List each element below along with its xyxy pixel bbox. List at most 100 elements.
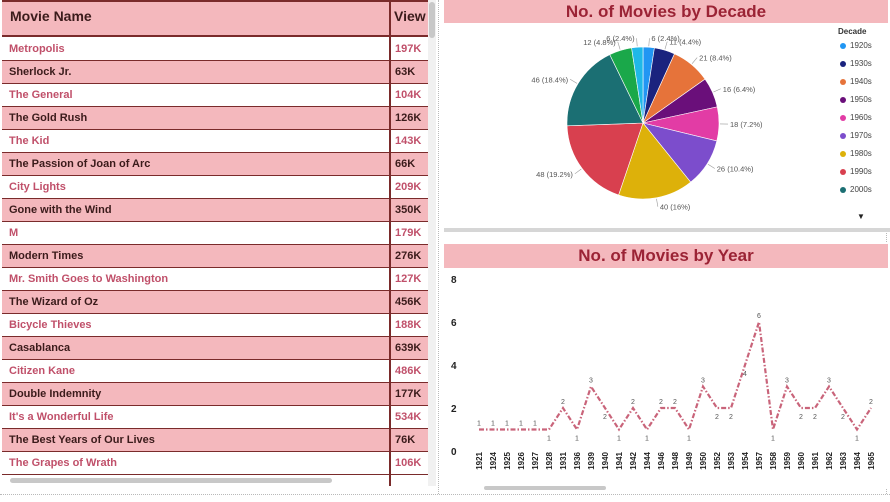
x-tick-label: 1939 [587, 451, 596, 469]
data-label: 1 [477, 421, 481, 428]
table-row[interactable]: City Lights 209K [2, 176, 428, 199]
y-tick-label: 6 [451, 318, 457, 329]
movie-name-cell: The Gold Rush [9, 112, 88, 124]
panel-shadow [444, 228, 890, 232]
table-row[interactable]: The Passion of Joan of Arc 66K [2, 153, 428, 176]
legend-swatch [840, 60, 846, 67]
year-line-visual: No. of Movies by Year 0 2 4 6 8 1 1 1 1 1 1 2 1 3 2 1 2 1… [444, 242, 888, 488]
x-tick-label: 1953 [727, 451, 736, 469]
pie-leader-line [713, 88, 721, 93]
data-label: 1 [491, 421, 495, 428]
y-tick-label: 4 [451, 361, 457, 372]
x-tick-label: 1942 [629, 451, 638, 469]
vertical-scrollbar[interactable] [428, 0, 436, 486]
legend-swatch [840, 78, 846, 85]
pie-leader-line [707, 164, 715, 169]
column-header-movie-name[interactable]: Movie Name [10, 8, 92, 24]
data-label: 3 [827, 378, 831, 385]
legend-item[interactable]: 1960s [840, 112, 872, 124]
scroll-thumb[interactable] [429, 2, 435, 38]
table-row[interactable]: The Wizard of Oz 456K [2, 291, 428, 314]
y-tick-label: 8 [451, 275, 457, 286]
data-label: 1 [771, 436, 775, 443]
table-row[interactable]: Double Indemnity 177K [2, 383, 428, 406]
data-label: 1 [547, 436, 551, 443]
data-label: 2 [715, 414, 719, 421]
column-header-views[interactable]: View [394, 8, 426, 24]
legend-label: 1980s [850, 149, 872, 158]
views-cell: 63K [395, 66, 416, 78]
x-tick-label: 1960 [797, 451, 806, 469]
legend-item[interactable]: 1950s [840, 94, 872, 106]
pie-slice [566, 54, 644, 127]
x-tick-label: 1963 [839, 451, 848, 469]
movie-name-cell: City Lights [9, 181, 66, 193]
x-tick-label: 1928 [545, 451, 554, 469]
divider-bottom [0, 494, 890, 495]
horizontal-scrollbar[interactable] [10, 478, 332, 483]
data-label: 2 [869, 399, 873, 406]
movie-name-cell: Sherlock Jr. [9, 66, 72, 78]
table-row[interactable]: Citizen Kane 486K [2, 360, 428, 383]
data-label: 1 [855, 436, 859, 443]
x-tick-label: 1962 [825, 451, 834, 469]
legend-swatch [840, 132, 846, 139]
table-row[interactable]: The Gold Rush 126K [2, 107, 428, 130]
table-row[interactable]: M 179K [2, 222, 428, 245]
legend-item[interactable]: 1990s [840, 166, 872, 178]
legend-swatch [840, 186, 846, 193]
data-label: 1 [505, 421, 509, 428]
table-body: Metropolis 197K Sherlock Jr. 63K The General… [2, 38, 428, 475]
data-label: 3 [785, 378, 789, 385]
legend-item[interactable]: 1930s [840, 58, 872, 70]
table-row[interactable]: Casablanca 639K [2, 337, 428, 360]
pie-leader-line [569, 79, 578, 84]
table-row[interactable]: The Grapes of Wrath 106K [2, 452, 428, 475]
data-label: 2 [813, 414, 817, 421]
legend-item[interactable]: 2000s [840, 184, 872, 196]
pie-data-label: 26 (10.4%) [717, 165, 754, 174]
table-row[interactable]: Bicycle Thieves 188K [2, 314, 428, 337]
line-series [479, 321, 872, 433]
movie-name-cell: The Wizard of Oz [9, 296, 99, 308]
table-row[interactable]: The Kid 143K [2, 130, 428, 153]
pie-data-label: 18 (7.2%) [730, 120, 763, 129]
legend-item[interactable]: 1920s [840, 40, 872, 52]
line-chart-horizontal-scrollbar[interactable] [484, 486, 606, 490]
x-tick-label: 1921 [475, 451, 484, 469]
views-cell: 197K [395, 43, 422, 55]
legend-scroll-down-icon[interactable]: ▼ [857, 212, 865, 221]
movie-name-cell: The General [9, 89, 73, 101]
table-row[interactable]: Modern Times 276K [2, 245, 428, 268]
x-tick-label: 1959 [783, 451, 792, 469]
pie-chart: 6 (2.4%)11 (4.4%)21 (8.4%)16 (6.4%)18 (7… [531, 34, 763, 211]
table-row[interactable]: Mr. Smith Goes to Washington 127K [2, 268, 428, 291]
table-row[interactable]: Gone with the Wind 350K [2, 199, 428, 222]
pie-leader-line [691, 57, 698, 64]
data-label: 3 [701, 378, 705, 385]
table-row[interactable]: It's a Wonderful Life 534K [2, 406, 428, 429]
legend-swatch [840, 114, 846, 121]
table-row[interactable]: Sherlock Jr. 63K [2, 61, 428, 84]
legend-item[interactable]: 1970s [840, 130, 872, 142]
table-row[interactable]: Metropolis 197K [2, 38, 428, 61]
views-cell: 350K [395, 204, 422, 216]
movie-name-cell: Mr. Smith Goes to Washington [9, 273, 169, 285]
legend-item[interactable]: 1980s [840, 148, 872, 160]
movie-name-cell: The Kid [9, 135, 50, 147]
legend-swatch [840, 42, 846, 49]
pie-leader-line [636, 38, 638, 47]
pie-data-label: 46 (18.4%) [531, 75, 568, 84]
x-tick-label: 1964 [853, 451, 862, 469]
views-cell: 188K [395, 319, 422, 331]
views-cell: 177K [395, 388, 422, 400]
table-row[interactable]: The Best Years of Our Lives 76K [2, 429, 428, 452]
legend-label: 1960s [850, 113, 872, 122]
data-label: 4 [743, 371, 747, 378]
x-tick-label: 1950 [699, 451, 708, 469]
movie-name-cell: Metropolis [9, 43, 65, 55]
pie-leader-line [648, 38, 650, 47]
table-row[interactable]: The General 104K [2, 84, 428, 107]
movie-name-cell: It's a Wonderful Life [9, 411, 114, 423]
legend-item[interactable]: 1940s [840, 76, 872, 88]
